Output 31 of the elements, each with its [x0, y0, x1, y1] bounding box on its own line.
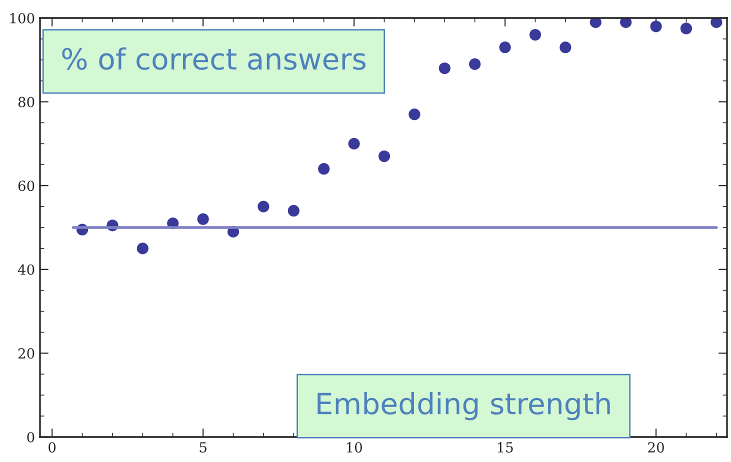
point	[710, 18, 722, 28]
x-tick-label: 10	[346, 442, 362, 453]
x-axis-title: Embedding strength	[318, 392, 610, 420]
point	[378, 150, 390, 162]
point	[136, 242, 148, 254]
point	[650, 20, 662, 32]
point	[590, 18, 602, 28]
y-tick-label: 60	[18, 180, 34, 192]
x-tick-label: 15	[498, 442, 513, 453]
point	[499, 42, 511, 54]
point	[620, 18, 632, 28]
point	[560, 42, 572, 54]
x-tick-label: 0	[48, 442, 56, 453]
y-tick-label: 100	[10, 12, 34, 24]
point	[680, 22, 692, 34]
point	[438, 62, 450, 74]
point	[197, 213, 209, 225]
y-axis-title: % of correct answers	[62, 47, 366, 70]
point	[469, 58, 481, 70]
y-tick-label: 20	[18, 348, 34, 359]
point	[348, 138, 360, 150]
y-tick-label: 0	[27, 432, 34, 442]
y-tick-label: 80	[18, 96, 34, 108]
x-tick-label: 5	[200, 442, 206, 453]
x-tick-label: 20	[648, 442, 664, 453]
point	[318, 163, 330, 175]
y-tick-label: 40	[18, 264, 34, 275]
point	[408, 108, 420, 120]
point	[288, 204, 300, 217]
point	[529, 28, 542, 41]
point	[258, 200, 270, 212]
